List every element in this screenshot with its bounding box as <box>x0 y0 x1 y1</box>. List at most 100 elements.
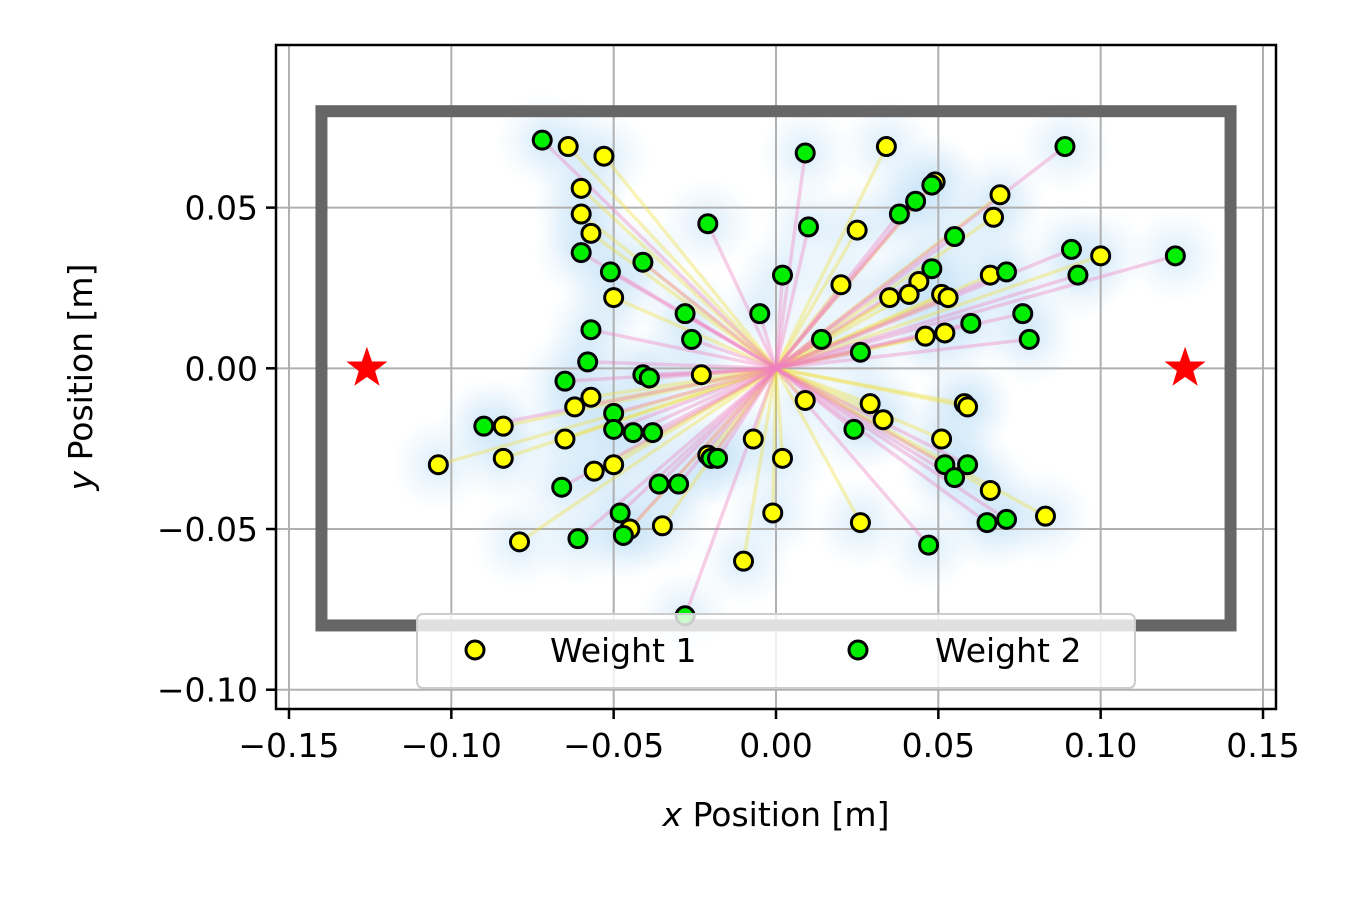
data-point-weight-2 <box>632 251 654 273</box>
connection-line-2 <box>684 312 777 370</box>
data-point-weight-1 <box>1090 245 1112 267</box>
data-point-weight-2 <box>697 213 719 235</box>
star-marker <box>346 346 388 386</box>
data-point-weight-2 <box>707 447 729 469</box>
y-axis-label-text: Position [m] <box>61 264 100 471</box>
data-point-weight-1 <box>603 454 625 476</box>
x-tick-label: −0.05 <box>563 726 664 765</box>
connection-line-1 <box>564 366 777 441</box>
data-point-weight-2 <box>810 328 832 350</box>
data-point-weight-2 <box>1067 264 1089 286</box>
connection-line-1 <box>774 145 888 370</box>
connection-line-1 <box>775 296 891 370</box>
data-point-weight-2 <box>674 303 696 325</box>
connection-line-2 <box>774 226 811 369</box>
data-point-weight-2 <box>849 341 871 363</box>
connection-line-1 <box>774 283 843 370</box>
data-point-weight-2 <box>905 190 927 212</box>
data-point-weight-2 <box>957 454 979 476</box>
data-point-weight-2 <box>612 524 634 546</box>
connection-line-1 <box>706 367 778 457</box>
x-axis-label-var: x <box>662 795 683 834</box>
density-layer <box>390 92 1224 664</box>
connection-line-2 <box>590 328 777 371</box>
y-tick-label: 0.05 <box>185 189 258 228</box>
data-point-weight-2 <box>554 370 576 392</box>
connection-line-1 <box>701 366 777 377</box>
y-axis-label-var: y <box>61 470 100 491</box>
connection-line-1 <box>660 367 778 527</box>
data-point-weight-2 <box>996 261 1018 283</box>
data-point-weight-2 <box>944 467 966 489</box>
data-point-weight-1 <box>846 219 868 241</box>
connection-line-1 <box>775 366 871 406</box>
connection-line-1 <box>602 155 778 370</box>
data-point-weight-1 <box>979 479 1001 501</box>
connection-line-1 <box>774 367 862 524</box>
star-markers <box>346 346 1206 386</box>
connection-line-1 <box>580 212 778 370</box>
y-axis-ticks: 0.05 0.00 −0.05 −0.10 <box>157 189 276 710</box>
y-axis-label: y Position [m] <box>61 264 100 492</box>
data-point-weight-1 <box>492 415 514 437</box>
connection-line-2 <box>775 311 1024 371</box>
connection-line-1 <box>741 368 778 562</box>
data-point-weight-2 <box>960 312 982 334</box>
connection-line-2 <box>775 366 969 467</box>
connection-line-2 <box>564 366 777 383</box>
connection-line-1 <box>775 292 943 370</box>
data-point-weight-1 <box>583 460 605 482</box>
connection-line-1 <box>566 145 778 370</box>
data-point-weight-2 <box>567 528 589 550</box>
x-axis-label: x Position [m] <box>662 795 890 834</box>
data-point-weight-1 <box>570 203 592 225</box>
data-point-weight-2 <box>843 418 865 440</box>
data-point-weight-1 <box>554 428 576 450</box>
connection-line-1 <box>502 366 777 428</box>
data-point-weight-1 <box>830 274 852 296</box>
data-point-weight-1 <box>580 222 602 244</box>
data-point-weight-1 <box>934 322 956 344</box>
data-point-weight-1 <box>879 287 901 309</box>
data-point-weight-1 <box>931 428 953 450</box>
connection-line-2 <box>613 366 777 416</box>
connection-line-2 <box>774 235 956 370</box>
data-point-weight-2 <box>577 351 599 373</box>
data-point-weight-2 <box>580 319 602 341</box>
connection-line-2 <box>775 366 956 480</box>
connection-line-1 <box>593 366 777 473</box>
data-point-weight-2 <box>771 264 793 286</box>
connection-line-2 <box>649 366 777 380</box>
y-tick-label: 0.00 <box>185 349 258 388</box>
connection-line-2 <box>632 366 777 435</box>
data-point-weight-2 <box>638 367 660 389</box>
data-point-weight-1 <box>849 512 871 534</box>
connection-line-2 <box>716 367 778 460</box>
data-point-weight-1 <box>875 136 897 158</box>
connection-line-2 <box>775 337 1030 371</box>
data-point-weight-1 <box>859 393 881 415</box>
legend-marker-weight-1 <box>464 639 486 661</box>
x-tick-label: −0.10 <box>401 726 502 765</box>
data-point-weight-1 <box>564 396 586 418</box>
connection-line-2 <box>613 366 777 432</box>
x-tick-label: 0.00 <box>739 726 812 765</box>
connection-line-1 <box>751 367 778 440</box>
x-axis-ticks: −0.15 −0.10 −0.05 0.00 0.05 0.10 0.15 <box>238 709 1300 765</box>
connection-line-1 <box>775 254 1102 370</box>
data-point-weight-1 <box>570 177 592 199</box>
legend-box <box>416 613 1136 689</box>
data-point-weight-2 <box>609 502 631 524</box>
data-point-weight-1 <box>762 502 784 524</box>
data-point-weight-1 <box>651 515 673 537</box>
connection-line-2 <box>774 152 807 369</box>
connection-line-2 <box>775 366 946 467</box>
connection-line-1 <box>771 368 778 513</box>
data-point-weight-2 <box>921 174 943 196</box>
connection-line-2 <box>775 254 1176 371</box>
data-point-weight-2 <box>976 512 998 534</box>
connection-line-1 <box>775 295 949 370</box>
connection-line-2 <box>618 367 778 515</box>
data-point-weight-2 <box>944 226 966 248</box>
data-point-weight-1 <box>1034 505 1056 527</box>
